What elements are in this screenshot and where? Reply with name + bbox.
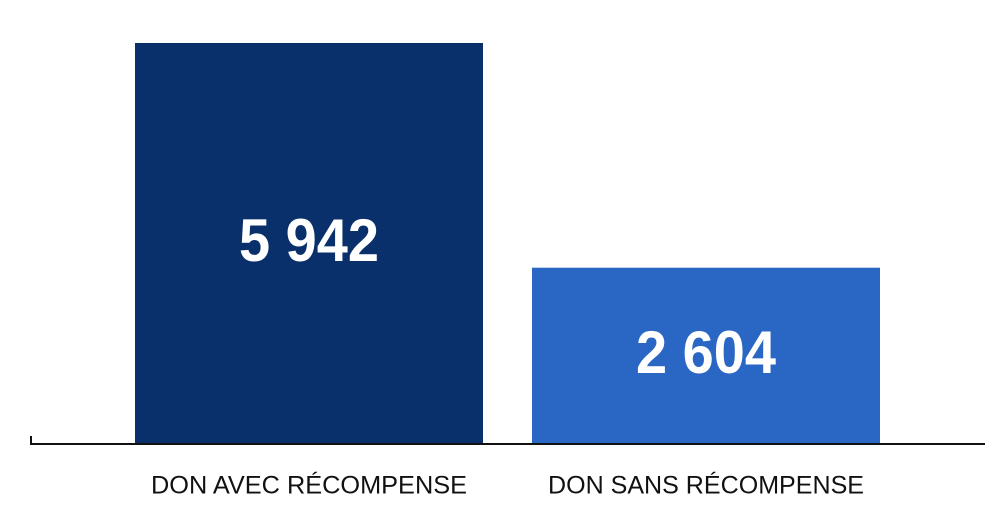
value-label: 5 942 — [239, 207, 379, 274]
category-label: DON SANS RÉCOMPENSE — [548, 471, 864, 500]
bar — [532, 267, 880, 443]
category-label: DON AVEC RÉCOMPENSE — [151, 471, 467, 500]
bar — [135, 43, 483, 443]
value-label: 2 604 — [636, 319, 777, 386]
